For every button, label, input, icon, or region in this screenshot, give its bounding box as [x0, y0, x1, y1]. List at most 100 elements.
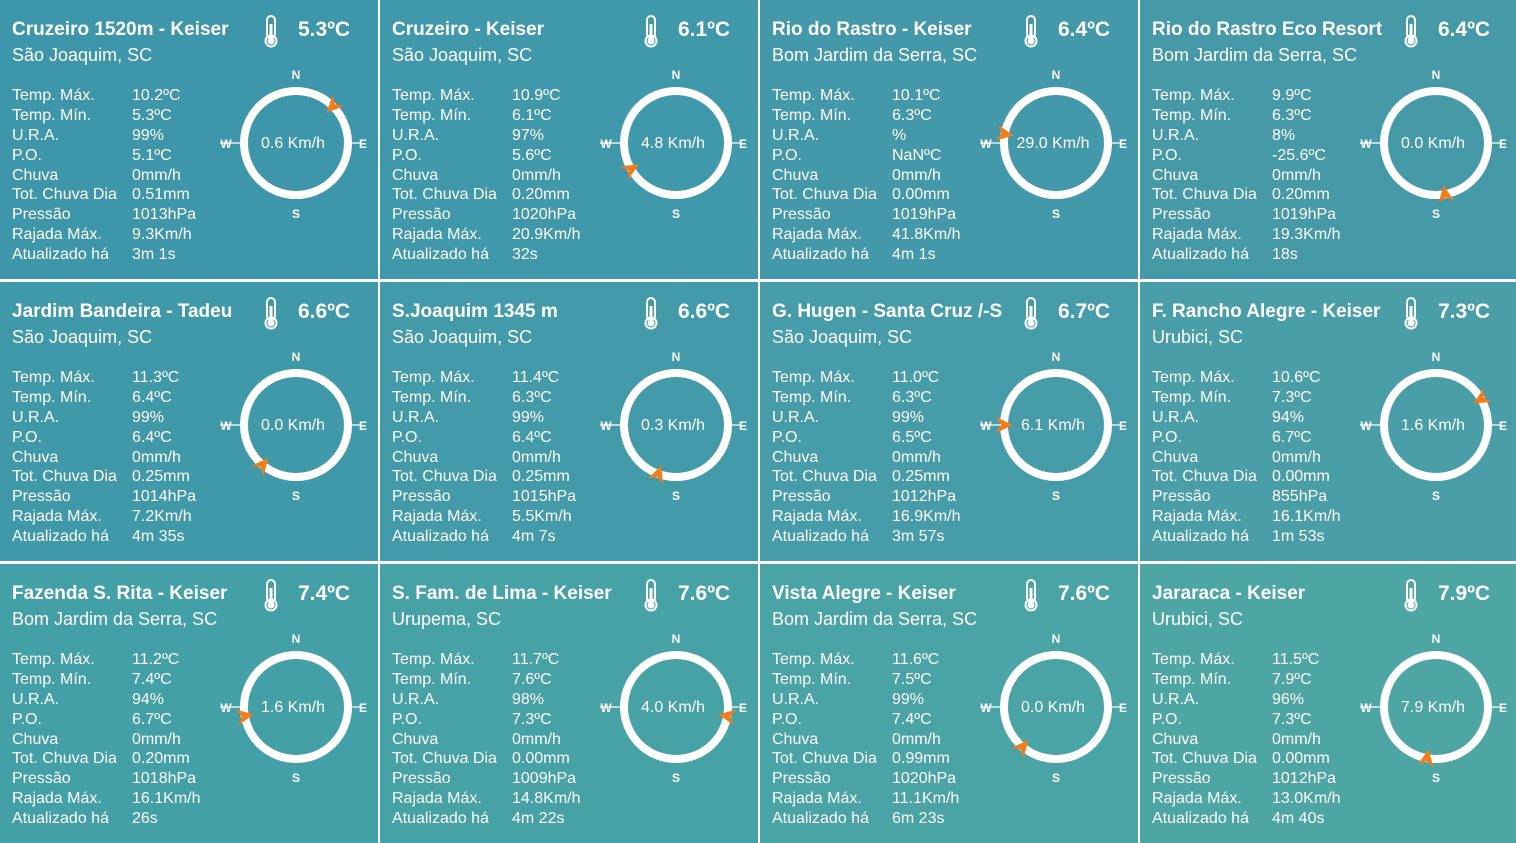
stat-value: 7.5ºC: [892, 670, 932, 688]
compass-label-n: N: [672, 350, 681, 364]
stat-label: Atualizado há: [12, 810, 109, 828]
current-temperature: 7.3ºC: [1438, 300, 1491, 323]
stat-label: Atualizado há: [1152, 810, 1249, 828]
station-location: Urupema, SC: [392, 609, 502, 629]
wind-compass-icon: N S W E 29.0 Km/h: [980, 68, 1127, 221]
stat-value: 6.3ºC: [892, 388, 932, 406]
stat-po: P.O. 7.3ºC: [392, 710, 580, 730]
stat-ura: U.R.A. 99%: [12, 408, 196, 428]
wind-direction-arrow-icon: [326, 94, 345, 113]
stat-label: Chuva: [12, 448, 59, 466]
stat-atualizado: Atualizado há 18s: [1152, 245, 1340, 265]
stat-label: Pressão: [392, 488, 451, 506]
stat-value: 0.20mm: [132, 750, 190, 768]
stat-label: P.O.: [392, 146, 422, 164]
stat-ura: U.R.A. 99%: [772, 408, 960, 428]
station-card-6[interactable]: S.Joaquim 1345 m São Joaquim, SC 6.6ºC T…: [380, 282, 758, 561]
stat-value: 0.00mm: [1272, 468, 1330, 486]
station-card-12[interactable]: Jararaca - Keiser Urubici, SC 7.9ºC Temp…: [1140, 564, 1516, 843]
wind-speed: 0.6 Km/h: [261, 135, 325, 152]
stat-pressao: Pressão 1012hPa: [1152, 769, 1340, 789]
stat-atualizado: Atualizado há 4m 7s: [392, 527, 576, 547]
station-card-4[interactable]: Rio do Rastro Eco Resort Bom Jardim da S…: [1140, 0, 1516, 279]
stat-temp-max: Temp. Máx. 11.5ºC: [1152, 650, 1340, 670]
stat-pressao: Pressão 1015hPa: [392, 487, 576, 507]
stat-pressao: Pressão 855hPa: [1152, 487, 1340, 507]
wind-compass-icon: N S W E 0.0 Km/h: [220, 350, 367, 503]
stat-pressao: Pressão 1019hPa: [1152, 205, 1340, 225]
thermometer-icon: [644, 297, 658, 330]
station-card-10[interactable]: S. Fam. de Lima - Keiser Urupema, SC 7.6…: [380, 564, 758, 843]
stat-value: 0.20mm: [1272, 186, 1330, 204]
stat-value: 5.6ºC: [512, 146, 552, 164]
stat-value: 19.3Km/h: [1272, 226, 1341, 244]
compass-ring: [1380, 369, 1492, 481]
station-location: São Joaquim, SC: [392, 45, 533, 65]
station-card-5[interactable]: Jardim Bandeira - Tadeu São Joaquim, SC …: [0, 282, 378, 561]
stat-chuva: Chuva 0mm/h: [392, 166, 580, 186]
stat-tot-chuva: Tot. Chuva Dia 0.00mm: [1152, 749, 1340, 769]
wind-compass-icon: N S W E 0.0 Km/h: [980, 632, 1127, 785]
stat-value: 4m 22s: [512, 810, 565, 828]
stat-value: 99%: [892, 690, 925, 708]
wind-speed: 7.9 Km/h: [1401, 699, 1465, 716]
stat-atualizado: Atualizado há 4m 1s: [772, 245, 960, 265]
stat-rajada: Rajada Máx. 16.9Km/h: [772, 507, 960, 527]
stat-label: Rajada Máx.: [1152, 790, 1242, 808]
station-stats: Temp. Máx. 11.4ºC Temp. Mín. 6.3ºC U.R.A. 9…: [392, 368, 576, 547]
wind-speed: 1.6 Km/h: [1401, 417, 1465, 434]
thermometer-icon: [1404, 297, 1418, 330]
stat-label: Chuva: [1152, 730, 1199, 748]
stat-atualizado: Atualizado há 3m 1s: [12, 245, 196, 265]
compass-label-w: W: [220, 137, 232, 151]
stat-label: U.R.A.: [392, 408, 440, 426]
stat-temp-max: Temp. Máx. 10.9ºC: [392, 86, 580, 106]
stat-value: 6.3ºC: [1272, 106, 1312, 124]
wind-speed: 1.6 Km/h: [261, 699, 325, 716]
stat-value: 1020hPa: [892, 770, 957, 788]
stat-value: 8%: [1272, 126, 1296, 144]
stat-value: 1009hPa: [512, 770, 577, 788]
stat-label: Chuva: [392, 448, 439, 466]
current-temperature: 7.6ºC: [1058, 582, 1111, 605]
stat-ura: U.R.A. 96%: [1152, 690, 1340, 710]
stat-label: U.R.A.: [392, 126, 440, 144]
stat-label: Tot. Chuva Dia: [1152, 186, 1257, 204]
stat-po: P.O. -25.6ºC: [1152, 146, 1340, 166]
stat-temp-min: Temp. Mín. 6.1ºC: [392, 106, 580, 126]
stat-value: 6.4ºC: [132, 428, 172, 446]
stat-value: 5.1ºC: [132, 146, 172, 164]
stat-value: 6.7ºC: [132, 710, 172, 728]
stat-rajada: Rajada Máx. 16.1Km/h: [12, 789, 200, 809]
stat-label: Chuva: [772, 166, 819, 184]
stat-label: Atualizado há: [772, 246, 869, 264]
stat-value: 10.6ºC: [1272, 369, 1321, 386]
stat-label: P.O.: [772, 146, 802, 164]
stat-pressao: Pressão 1018hPa: [12, 769, 200, 789]
station-name: S.Joaquim 1345 m: [392, 301, 558, 322]
stat-label: Tot. Chuva Dia: [772, 186, 877, 204]
stat-label: Temp. Mín.: [772, 106, 852, 124]
station-card-9[interactable]: Fazenda S. Rita - Keiser Bom Jardim da S…: [0, 564, 378, 843]
station-card-8[interactable]: F. Rancho Alegre - Keiser Urubici, SC 7.…: [1140, 282, 1516, 561]
station-card-1[interactable]: Cruzeiro 1520m - Keiser São Joaquim, SC …: [0, 0, 378, 279]
stat-value: 11.1Km/h: [892, 790, 960, 808]
stat-label: Atualizado há: [392, 528, 489, 546]
stat-value: 855hPa: [1272, 488, 1328, 506]
station-card-2[interactable]: Cruzeiro - Keiser São Joaquim, SC 6.1ºC …: [380, 0, 758, 279]
stat-value: 5.3ºC: [132, 106, 172, 124]
stat-label: Atualizado há: [1152, 246, 1249, 264]
stat-atualizado: Atualizado há 4m 35s: [12, 527, 196, 547]
stat-label: U.R.A.: [772, 690, 820, 708]
stat-tot-chuva: Tot. Chuva Dia 0.25mm: [12, 467, 196, 487]
stat-value: 4m 1s: [892, 246, 936, 264]
stat-temp-max: Temp. Máx. 11.2ºC: [12, 650, 200, 670]
compass-label-s: S: [1052, 489, 1060, 503]
stat-value: 26s: [132, 810, 158, 828]
station-card-3[interactable]: Rio do Rastro - Keiser Bom Jardim da Ser…: [760, 0, 1138, 279]
station-location: Bom Jardim da Serra, SC: [772, 609, 978, 629]
station-card-11[interactable]: Vista Alegre - Keiser Bom Jardim da Serr…: [760, 564, 1138, 843]
stat-label: Temp. Máx.: [12, 651, 95, 668]
stat-value: 6.5ºC: [892, 428, 932, 446]
station-card-7[interactable]: G. Hugen - Santa Cruz /-S São Joaquim, S…: [760, 282, 1138, 561]
